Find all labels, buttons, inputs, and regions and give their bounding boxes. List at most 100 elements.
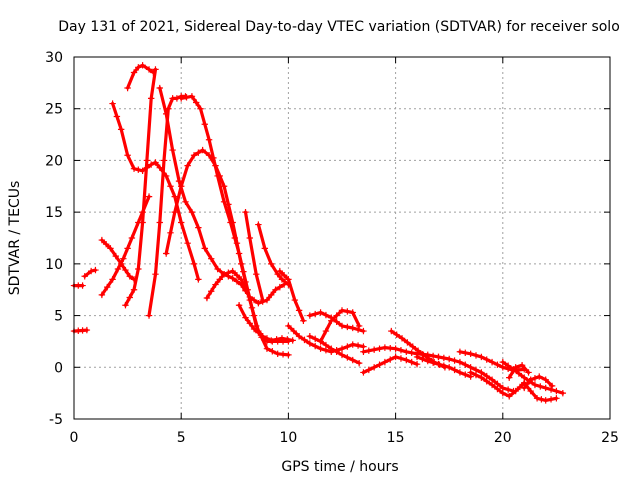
data-point-marker (117, 126, 125, 133)
data-point-marker (229, 275, 236, 282)
data-point-marker (504, 386, 512, 393)
data-point-marker (214, 265, 221, 273)
data-point-marker (81, 273, 88, 280)
data-point-marker (387, 356, 394, 363)
data-point-marker (355, 359, 363, 367)
data-point-marker (98, 236, 106, 244)
data-point-marker (349, 356, 356, 364)
data-point-marker (537, 383, 544, 390)
data-point-marker (531, 374, 539, 382)
data-point-marker (242, 208, 249, 216)
data-point-marker (193, 99, 200, 106)
satellite-track-11 (162, 146, 292, 345)
data-point-marker (195, 224, 202, 231)
data-point-marker (147, 161, 155, 168)
data-point-marker (488, 381, 496, 389)
data-point-marker (169, 146, 176, 154)
data-point-marker (349, 309, 356, 316)
y-tick-label: 0 (54, 360, 63, 376)
data-point-marker (124, 84, 131, 92)
satellite-track-1 (70, 282, 86, 289)
data-point-marker (284, 336, 291, 343)
data-point-marker (184, 162, 191, 169)
data-point-marker (317, 345, 324, 352)
data-point-marker (145, 66, 153, 73)
data-point-marker (370, 346, 378, 353)
data-point-marker (79, 282, 86, 289)
satellite-track-26 (435, 353, 517, 395)
data-point-marker (506, 393, 513, 400)
data-point-marker (208, 288, 215, 295)
data-point-marker (538, 396, 545, 403)
data-point-marker (392, 353, 399, 361)
data-point-marker (413, 353, 421, 361)
data-point-marker (295, 333, 303, 340)
data-point-marker (483, 378, 490, 385)
data-point-marker (462, 361, 469, 368)
x-tick-label: 0 (70, 430, 79, 446)
data-point-marker (171, 193, 178, 200)
data-point-marker (122, 266, 129, 274)
chart-title: Day 131 of 2021, Sidereal Day-to-day VTE… (58, 19, 620, 35)
data-point-marker (199, 146, 206, 154)
data-point-marker (113, 113, 121, 120)
data-point-marker (274, 350, 281, 358)
data-point-marker (333, 312, 340, 319)
data-point-marker (240, 268, 247, 275)
data-point-marker (147, 95, 155, 102)
data-point-marker (188, 93, 196, 100)
data-point-marker (259, 333, 266, 340)
data-point-marker (285, 351, 292, 359)
data-point-marker (387, 344, 394, 352)
data-point-marker (542, 376, 549, 383)
data-point-marker (269, 348, 276, 355)
data-point-marker (231, 234, 238, 242)
data-point-marker (107, 245, 114, 252)
data-point-marker (472, 352, 480, 359)
data-point-marker (272, 286, 279, 293)
data-point-marker (278, 335, 286, 342)
x-tick-label: 5 (177, 430, 186, 446)
data-point-marker (250, 325, 258, 333)
data-point-marker (122, 302, 129, 309)
data-point-marker (360, 369, 367, 376)
data-point-marker (312, 310, 319, 318)
data-point-marker (203, 294, 211, 302)
data-point-marker (233, 272, 241, 279)
data-point-marker (360, 327, 367, 335)
data-point-marker (126, 273, 133, 280)
data-point-marker (478, 374, 485, 381)
data-point-marker (381, 344, 389, 351)
data-point-marker (397, 347, 405, 354)
data-point-marker (87, 267, 95, 275)
data-point-marker (124, 152, 131, 159)
data-point-marker (295, 307, 303, 314)
data-point-marker (253, 271, 260, 278)
data-point-marker (467, 369, 474, 376)
data-point-marker (504, 362, 512, 369)
satellite-track-27 (456, 348, 528, 374)
data-point-marker (212, 281, 219, 288)
data-point-marker (376, 345, 383, 352)
data-point-marker (547, 396, 555, 403)
data-point-marker (279, 351, 287, 358)
data-point-marker (160, 157, 168, 164)
data-point-marker (365, 366, 372, 374)
data-point-marker (328, 345, 335, 352)
data-point-marker (268, 337, 275, 344)
data-point-marker (130, 165, 138, 172)
data-point-marker (178, 219, 185, 226)
data-point-marker (429, 352, 437, 360)
data-point-marker (171, 208, 178, 216)
data-point-marker (92, 266, 99, 274)
data-point-marker (446, 355, 453, 363)
data-point-marker (145, 193, 153, 200)
data-point-marker (220, 183, 228, 190)
series-trace (243, 210, 265, 302)
data-point-marker (190, 152, 198, 159)
data-point-marker (126, 294, 133, 301)
data-layer (70, 62, 567, 404)
data-point-marker (478, 353, 485, 361)
data-point-marker (525, 369, 532, 376)
